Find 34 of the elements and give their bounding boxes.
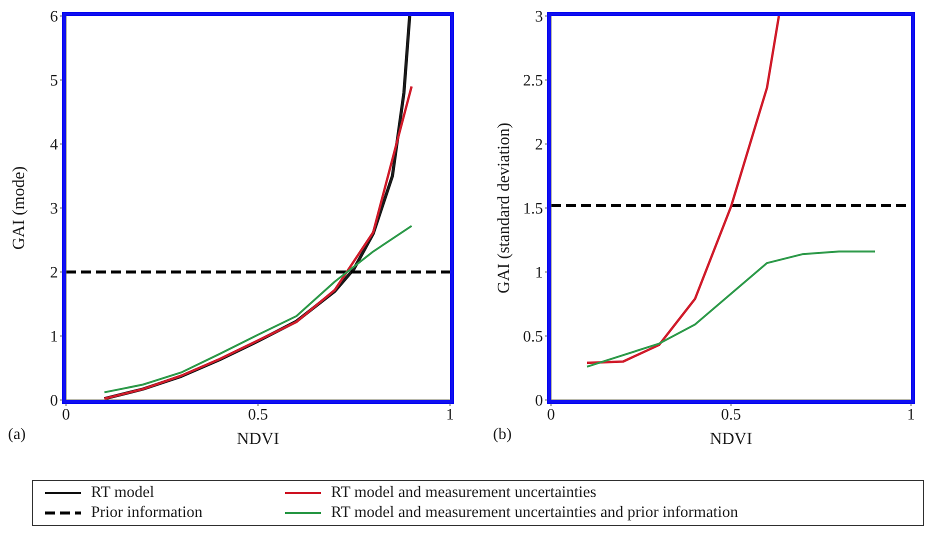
x-tick-label: 1 (907, 406, 915, 424)
y-tick-label: 1.5 (523, 200, 543, 218)
x-tick-label: 0 (547, 406, 555, 424)
y-tick-label: 4 (50, 136, 58, 154)
y-tick-label: 2 (535, 136, 543, 154)
y-axis-title: GAI (standard deviation) (494, 122, 514, 294)
x-tick-label: 0.5 (248, 406, 268, 424)
y-tick-label: 3 (50, 200, 58, 218)
y-tick-label: 6 (50, 8, 58, 26)
legend-label: RT model (91, 484, 154, 502)
line-series (586, 250, 876, 368)
text: (a) (8, 426, 26, 444)
y-tick-label: 3 (535, 8, 543, 26)
y-tick-label: 2.5 (523, 72, 543, 90)
y-tick-label: 0 (535, 392, 543, 410)
line-series (586, 16, 780, 364)
y-tick-label: 5 (50, 72, 58, 90)
legend-label: Prior information (91, 504, 203, 522)
legend-label: RT model and measurement uncertainties and prior information (331, 504, 738, 522)
y-tick-label: 1 (535, 264, 543, 282)
line-series (103, 85, 413, 400)
y-tick-label: 0.5 (523, 328, 543, 346)
y-tick-label: 0 (50, 392, 58, 410)
x-axis-title: NDVI (710, 429, 753, 448)
y-axis-title: GAI (mode) (9, 166, 28, 250)
x-tick-label: 0.5 (721, 406, 741, 424)
y-tick-label: 2 (50, 264, 58, 282)
line-series (103, 224, 413, 394)
text: (b) (493, 426, 512, 444)
x-tick-label: 0 (62, 406, 70, 424)
legend-label: RT model and measurement uncertainties (331, 484, 596, 502)
x-tick-label: 1 (446, 406, 454, 424)
x-axis-title: NDVI (236, 429, 280, 448)
y-tick-label: 1 (50, 328, 58, 346)
